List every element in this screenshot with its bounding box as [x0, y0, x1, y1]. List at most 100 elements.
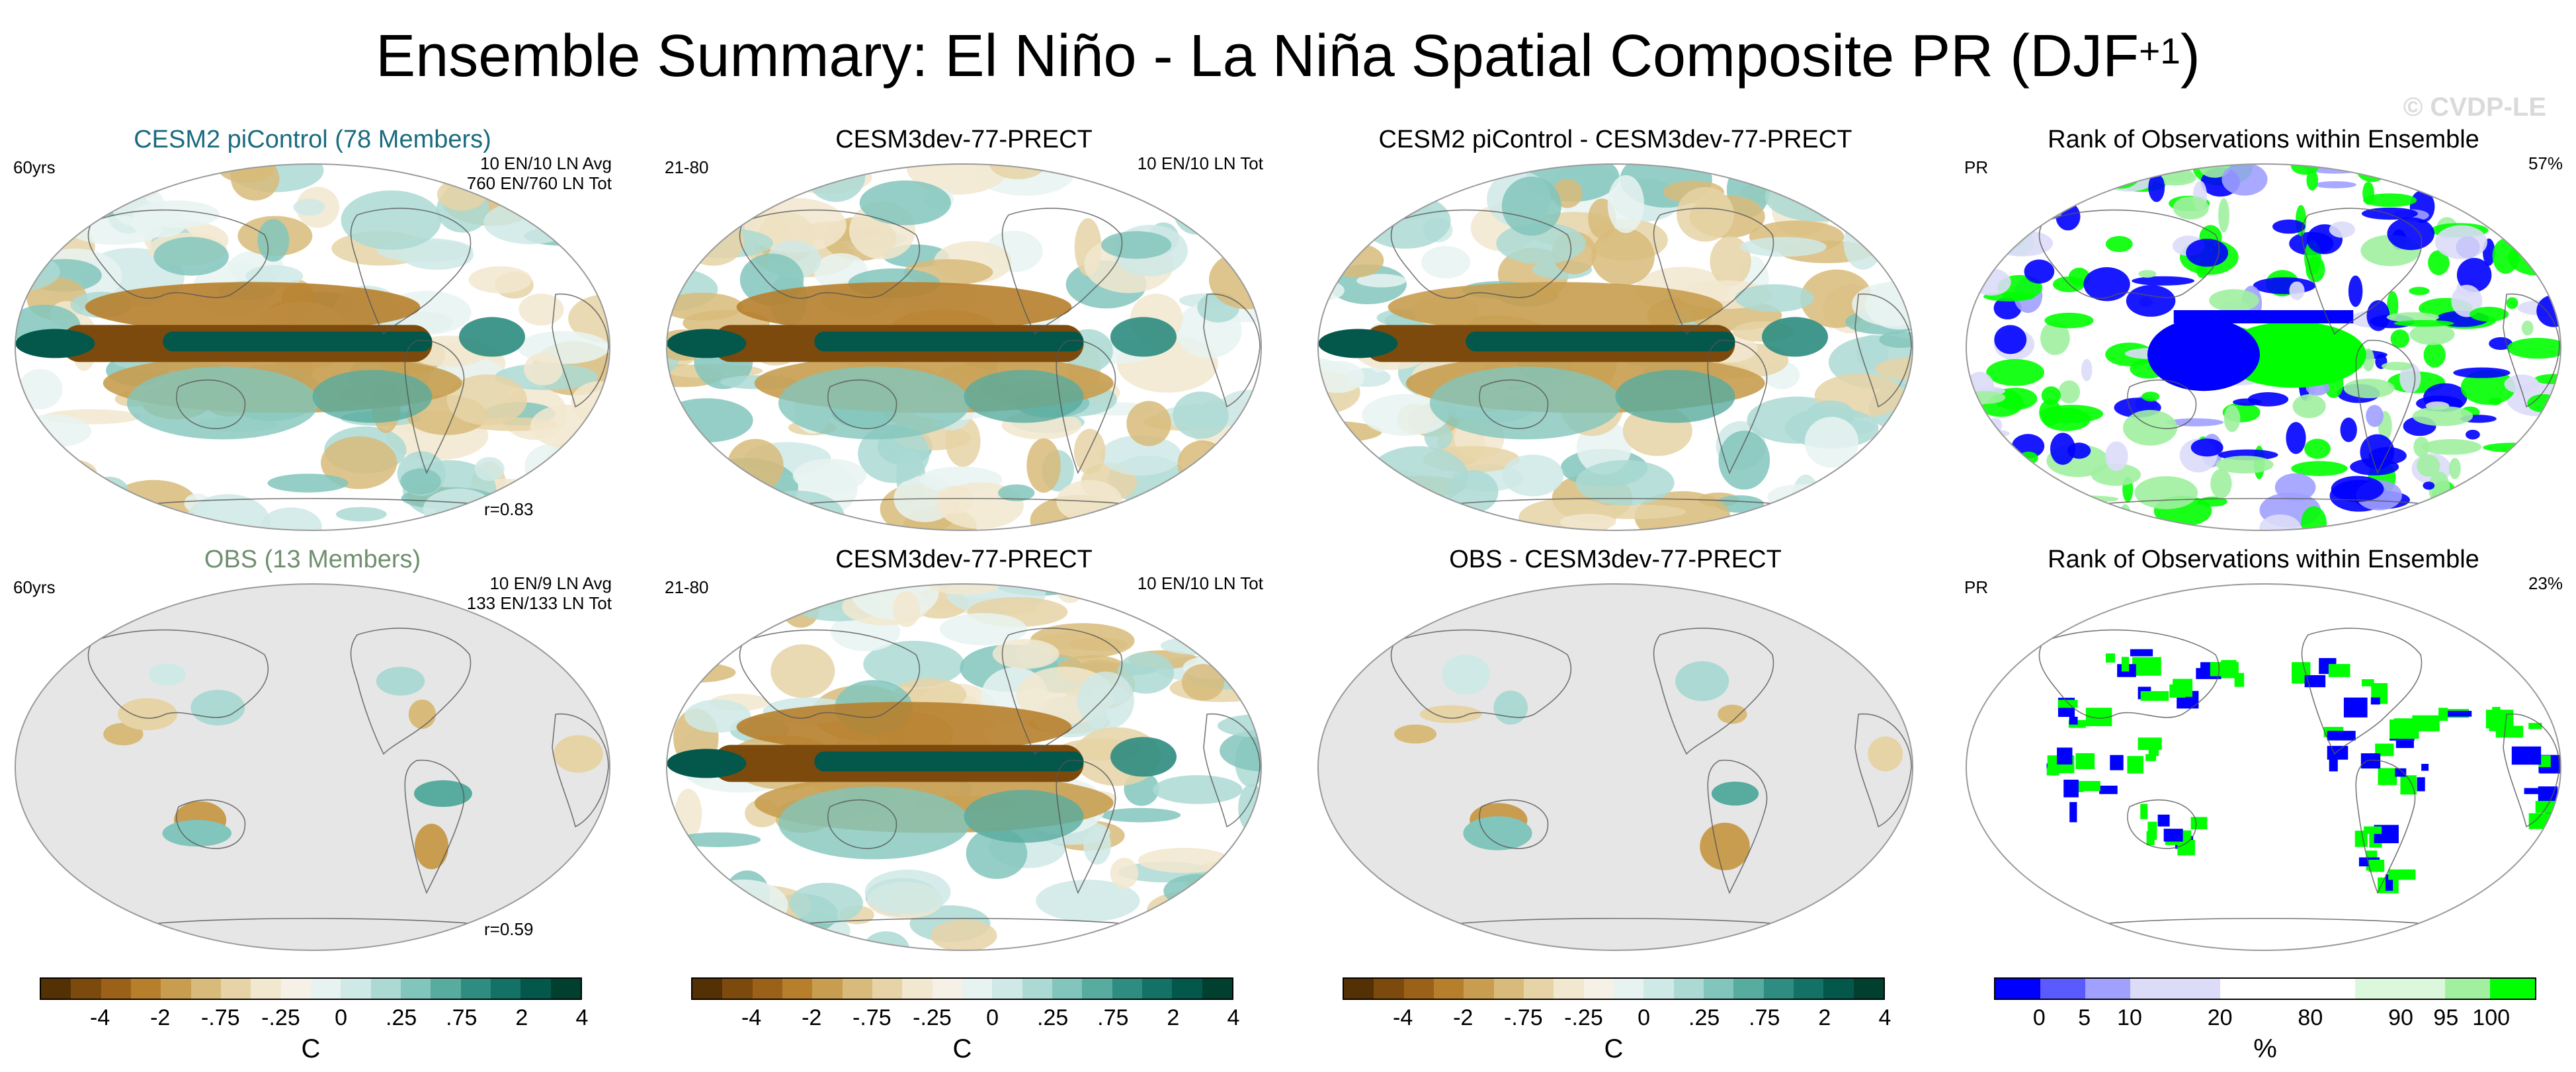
colorbar-swatch — [220, 979, 251, 999]
colorbar-swatch — [1763, 979, 1794, 999]
colorbar-swatch — [1554, 979, 1584, 999]
colorbar — [40, 977, 582, 1000]
colorbar-tick-label: 2 — [1167, 1005, 1180, 1030]
colorbar-swatch — [1613, 979, 1644, 999]
panel-left-annotation: 60yrs — [13, 157, 56, 177]
colorbar-swatch — [1082, 979, 1112, 999]
map-panel — [15, 163, 610, 531]
colorbar-tick-label: -.75 — [1504, 1005, 1543, 1030]
colorbar-tick-label: .25 — [386, 1005, 417, 1030]
colorbar-swatch — [932, 979, 962, 999]
colorbar — [1343, 977, 1885, 1000]
panel-left-annotation: 60yrs — [13, 577, 56, 597]
colorbar-swatch — [1344, 979, 1374, 999]
panel-title: CESM2 piControl (78 Members) — [134, 126, 491, 153]
panel-right-annotation-line: 10 EN/10 LN Tot — [1137, 153, 1263, 173]
colorbar-swatch — [1493, 979, 1524, 999]
colorbar-swatch — [842, 979, 872, 999]
map-panel — [1317, 583, 1913, 951]
colorbar-tick-label: -2 — [802, 1005, 822, 1030]
panel-right-annotation-line: 10 EN/9 LN Avg — [489, 573, 612, 593]
colorbar-swatch — [902, 979, 933, 999]
colorbar-swatch — [280, 979, 311, 999]
colorbar-swatch — [41, 979, 71, 999]
main-title: Ensemble Summary: El Niño - La Niña Spat… — [0, 20, 2576, 93]
colorbar-swatch — [2490, 979, 2535, 999]
colorbar-tick-label: 5 — [2078, 1005, 2091, 1030]
panel-title: OBS (13 Members) — [204, 546, 421, 573]
panel-right-annotation-line: 10 EN/10 LN Tot — [1137, 573, 1263, 593]
map-panel — [666, 163, 1262, 531]
colorbar-swatch — [161, 979, 191, 999]
colorbar-tick-label: -.25 — [261, 1005, 300, 1030]
colorbar-swatch — [1112, 979, 1142, 999]
colorbar-swatch — [1052, 979, 1083, 999]
colorbar-swatch — [722, 979, 753, 999]
colorbar-swatch — [1793, 979, 1824, 999]
colorbar-swatch — [1995, 979, 2040, 999]
colorbar-swatch — [872, 979, 903, 999]
colorbar-swatch — [2085, 979, 2130, 999]
colorbar-tick-label: 0 — [1638, 1005, 1651, 1030]
colorbar — [1994, 977, 2536, 1000]
panel-correlation-label: r=0.83 — [484, 499, 534, 519]
colorbar-swatch — [2400, 979, 2445, 999]
panel-left-annotation: 21-80 — [665, 157, 709, 177]
colorbar-tick-label: .75 — [1749, 1005, 1780, 1030]
colorbar-swatch — [71, 979, 101, 999]
panel-title: Rank of Observations within Ensemble — [2048, 126, 2479, 153]
colorbar-swatch — [341, 979, 371, 999]
panel-title: CESM3dev-77-PRECT — [835, 546, 1093, 573]
colorbar-tick-label: .25 — [1037, 1005, 1069, 1030]
colorbar-swatch — [400, 979, 431, 999]
colorbar-swatch — [460, 979, 491, 999]
colorbar-swatch — [1022, 979, 1052, 999]
colorbar-tick-label: -4 — [741, 1005, 762, 1030]
colorbar-swatch — [2310, 979, 2355, 999]
colorbar-swatch — [190, 979, 221, 999]
colorbar-swatch — [1464, 979, 1494, 999]
colorbar-tick-label: 4 — [1227, 1005, 1240, 1030]
colorbar-swatch — [310, 979, 341, 999]
colorbar-swatch — [1202, 979, 1232, 999]
colorbar-tick-label: -4 — [1392, 1005, 1413, 1030]
colorbar-tick-label: -.25 — [913, 1005, 952, 1030]
panel-left-annotation: 21-80 — [665, 577, 709, 597]
colorbar-swatch — [1673, 979, 1704, 999]
colorbar-tick-label: .75 — [446, 1005, 478, 1030]
colorbar-tick-label: -4 — [89, 1005, 110, 1030]
colorbar-swatch — [2265, 979, 2310, 999]
colorbar-swatch — [490, 979, 521, 999]
map-panel — [15, 583, 610, 951]
panel-title: CESM2 piControl - CESM3dev-77-PRECT — [1378, 126, 1852, 153]
map-panel — [1966, 583, 2561, 951]
colorbar-tick-label: 10 — [2117, 1005, 2142, 1030]
colorbar-swatch — [1374, 979, 1404, 999]
colorbar-swatch — [1703, 979, 1734, 999]
panel-right-annotation-line: 57% — [2528, 153, 2563, 173]
colorbar-swatch — [550, 979, 581, 999]
colorbar-swatch — [1823, 979, 1854, 999]
colorbar-tick-label: 0 — [335, 1005, 348, 1030]
colorbar-swatch — [962, 979, 993, 999]
panel-right-annotation-line: 23% — [2528, 573, 2563, 593]
colorbar-tick-label: 0 — [986, 1005, 999, 1030]
map-panel — [1966, 163, 2561, 531]
main-title-superscript: +1 — [2139, 30, 2181, 71]
colorbar-swatch — [1583, 979, 1614, 999]
panel-right-annotation-line: 760 EN/760 LN Tot — [466, 173, 612, 193]
panel-left-annotation: PR — [1964, 157, 1989, 177]
colorbar-swatch — [1523, 979, 1554, 999]
colorbar-swatch — [130, 979, 161, 999]
colorbar-swatch — [2040, 979, 2085, 999]
colorbar-unit-label: C — [952, 1034, 972, 1063]
colorbar-tick-label: 100 — [2472, 1005, 2511, 1030]
colorbar-tick-label: 95 — [2433, 1005, 2459, 1030]
colorbar-swatch — [2445, 979, 2490, 999]
map-panel — [1317, 163, 1913, 531]
colorbar-tick-label: 2 — [515, 1005, 528, 1030]
colorbar-swatch — [2355, 979, 2400, 999]
colorbar-swatch — [2175, 979, 2220, 999]
map-panel — [666, 583, 1262, 951]
panel-title: CESM3dev-77-PRECT — [835, 126, 1093, 153]
